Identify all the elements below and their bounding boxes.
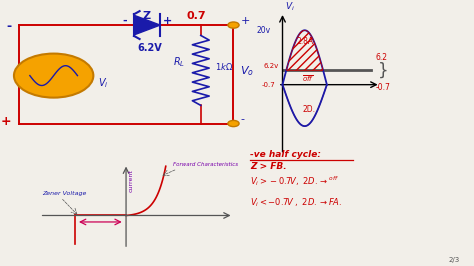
Text: -0.7: -0.7 [376, 83, 391, 92]
Text: +: + [1, 115, 12, 128]
Text: $V_o$: $V_o$ [240, 64, 255, 78]
Text: -ve half cycle:: -ve half cycle: [250, 150, 321, 159]
Text: $V_i < -0.7V\ ,\ 2D. \rightarrow FA.$: $V_i < -0.7V\ ,\ 2D. \rightarrow FA.$ [250, 196, 342, 209]
Text: Forward Characteristics: Forward Characteristics [173, 162, 238, 167]
Text: +: + [240, 16, 250, 26]
Text: 2D.: 2D. [302, 105, 316, 114]
Text: Z: Z [142, 11, 151, 20]
Text: 20v: 20v [257, 26, 271, 35]
Text: 6.2: 6.2 [376, 53, 388, 62]
Text: 2.8A.: 2.8A. [297, 37, 316, 46]
Text: $V_i > -0.7V,\ 2D. \rightarrow ^{off}$: $V_i > -0.7V,\ 2D. \rightarrow ^{off}$ [250, 174, 339, 188]
Text: $R_L$: $R_L$ [173, 55, 185, 69]
Circle shape [14, 53, 93, 98]
Text: Z > FB.: Z > FB. [250, 162, 286, 171]
Text: }: } [378, 61, 389, 80]
Text: 6.2v: 6.2v [264, 63, 279, 69]
Circle shape [228, 22, 239, 28]
Text: -: - [122, 16, 127, 26]
Text: 2/3: 2/3 [449, 257, 460, 263]
Text: $\overline{off}$: $\overline{off}$ [302, 74, 314, 84]
Polygon shape [134, 15, 160, 35]
Text: 0.7: 0.7 [187, 11, 206, 20]
Text: +: + [163, 16, 172, 26]
Text: $V_i$: $V_i$ [285, 1, 295, 13]
Text: $1k\Omega$: $1k\Omega$ [215, 61, 233, 72]
Text: current: current [128, 169, 133, 192]
Text: Zener Voltage: Zener Voltage [42, 191, 86, 196]
Text: $V_i$: $V_i$ [98, 76, 109, 90]
Circle shape [228, 120, 239, 127]
Text: -0.7: -0.7 [262, 82, 275, 88]
Text: -: - [7, 20, 12, 33]
Text: 6.2V: 6.2V [138, 43, 163, 53]
Text: -: - [240, 114, 245, 124]
